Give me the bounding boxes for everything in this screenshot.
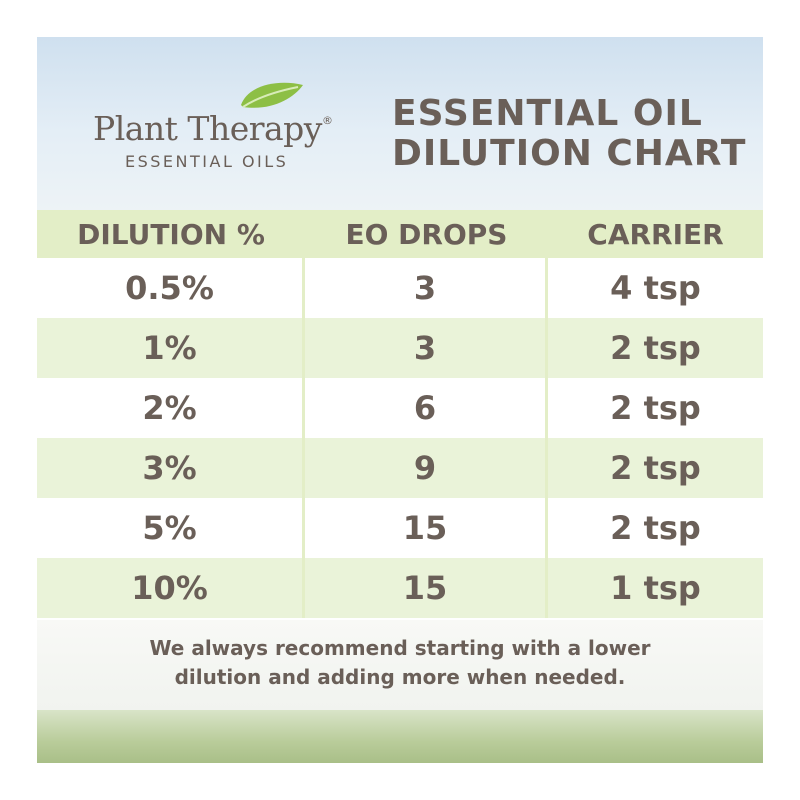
table-cell: 3 bbox=[305, 258, 548, 318]
table-cell: 2% bbox=[37, 378, 305, 438]
leaf-vein bbox=[242, 86, 299, 108]
table-cell: 9 bbox=[305, 438, 548, 498]
brand: Plant Therapy® bbox=[93, 109, 333, 148]
footer-note: We always recommend starting with a lowe… bbox=[37, 620, 763, 710]
table-cell: 10% bbox=[37, 558, 305, 618]
table-row: 3% 9 2 tsp bbox=[37, 438, 763, 498]
table-cell: 5% bbox=[37, 498, 305, 558]
header-row: DILUTION % EO DROPS CARRIER bbox=[37, 210, 763, 258]
brand-mark: ® bbox=[321, 114, 333, 127]
leaf bbox=[241, 82, 303, 108]
table-cell: 2 tsp bbox=[610, 509, 701, 547]
column-header: CARRIER bbox=[587, 217, 724, 251]
table-cell: 2 tsp bbox=[610, 329, 701, 367]
sky-banner: Plant Therapy® ESSENTIAL OILS ESSENTIAL … bbox=[37, 37, 763, 210]
table-cell: 1% bbox=[37, 318, 305, 378]
brand-name: Plant Therapy bbox=[93, 109, 322, 148]
table-cell: 15 bbox=[305, 498, 548, 558]
brand-subtitle: ESSENTIAL OILS bbox=[125, 152, 289, 171]
title-line: ESSENTIAL OIL bbox=[392, 93, 703, 134]
table-row: 2% 6 2 tsp bbox=[37, 378, 763, 438]
table-row: 10% 15 1 tsp bbox=[37, 558, 763, 618]
table-cell: 2 tsp bbox=[610, 389, 701, 427]
table-cell: 4 tsp bbox=[610, 269, 701, 307]
title-line: DILUTION CHART bbox=[392, 133, 747, 174]
infographic: Plant Therapy® ESSENTIAL OILS ESSENTIAL … bbox=[37, 37, 763, 763]
leaf-logo bbox=[241, 82, 303, 108]
column-header: EO DROPS bbox=[345, 217, 508, 251]
meadow-image bbox=[37, 710, 763, 763]
table-row: 5% 15 2 tsp bbox=[37, 498, 763, 558]
table-cell: 3 bbox=[305, 318, 548, 378]
table-cell: 2 tsp bbox=[610, 449, 701, 487]
note-line: We always recommend starting with a lowe… bbox=[149, 636, 651, 660]
column-header: DILUTION % bbox=[77, 217, 265, 251]
table-cell: 3% bbox=[37, 438, 305, 498]
table-row: 0.5% 3 4 tsp bbox=[37, 258, 763, 318]
dilution-table: DILUTION % EO DROPS CARRIER 0.5% 3 4 tsp 1% 3 2 … bbox=[37, 210, 763, 618]
note-line: dilution and adding more when needed. bbox=[174, 665, 626, 689]
table-cell: 15 bbox=[305, 558, 548, 618]
table-cell: 1 tsp bbox=[610, 569, 701, 607]
table-cell: 6 bbox=[305, 378, 548, 438]
table-cell: 0.5% bbox=[37, 258, 305, 318]
table-row: 1% 3 2 tsp bbox=[37, 318, 763, 378]
